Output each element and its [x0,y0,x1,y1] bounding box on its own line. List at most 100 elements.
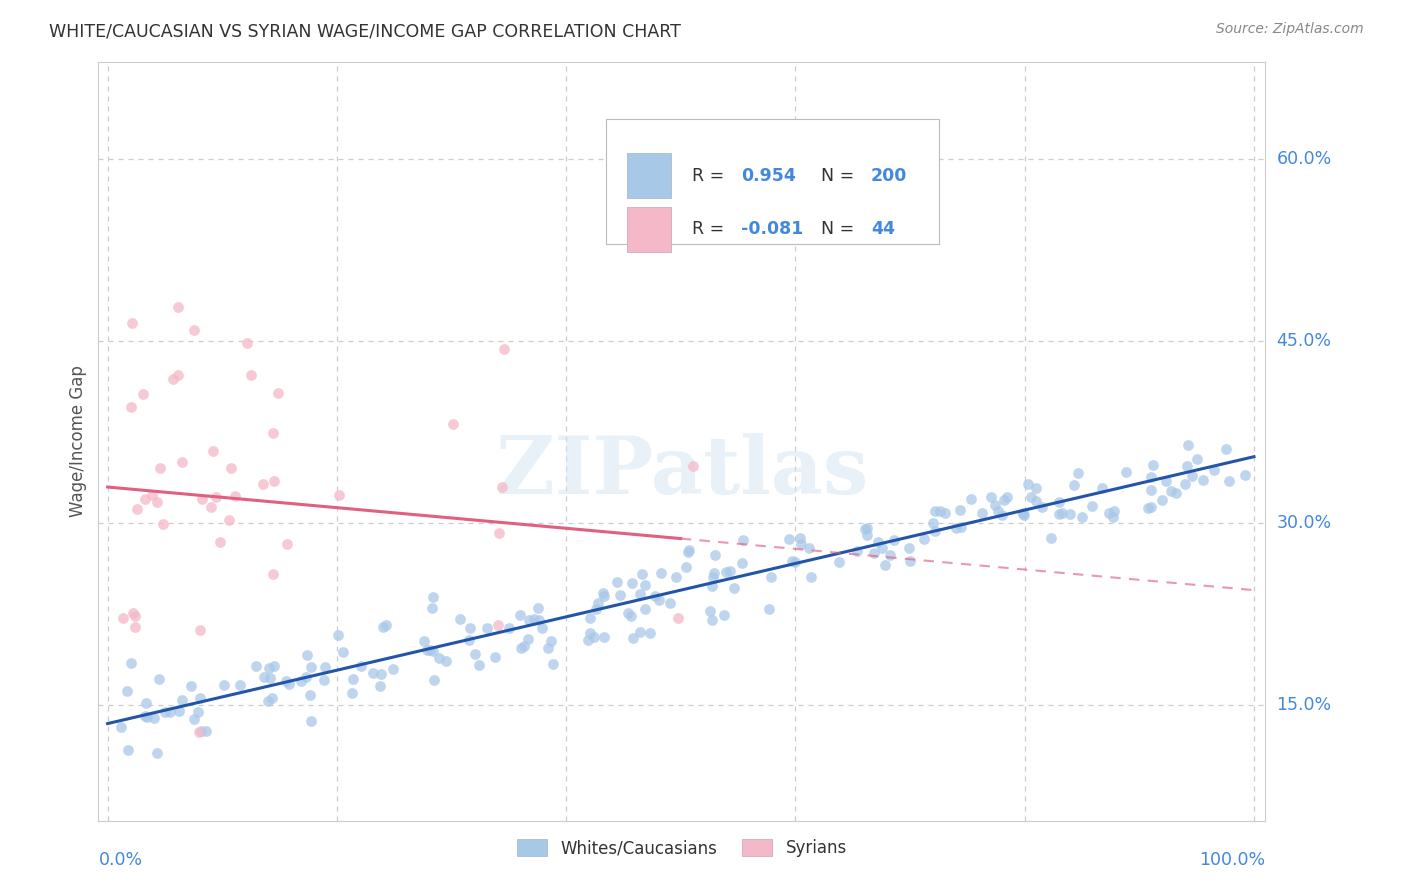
Point [124,620,146,634]
Text: N =: N = [821,167,859,185]
Point [262,426,284,441]
Point [959,491,981,506]
Point [314,659,336,673]
Text: 0.0%: 0.0% [98,851,142,869]
Point [592,630,614,644]
Point [201,444,224,458]
Point [299,688,322,702]
Point [702,570,724,584]
Point [253,670,276,684]
Point [621,576,644,591]
Point [579,626,602,640]
Point [267,385,290,400]
Point [1098,506,1121,520]
Point [700,613,723,627]
Text: R =: R = [692,167,730,185]
Point [212,678,235,692]
Point [993,493,1015,508]
Point [200,500,222,515]
Point [659,596,682,610]
Point [778,532,800,546]
Point [633,577,655,591]
Point [187,705,209,719]
Point [132,387,155,401]
Point [159,706,181,720]
Point [419,643,441,657]
Point [1059,507,1081,521]
Point [868,535,890,549]
Point [718,564,741,578]
Text: Source: ZipAtlas.com: Source: ZipAtlas.com [1216,22,1364,37]
Point [593,589,616,603]
Point [582,630,605,644]
Point [703,548,725,562]
Point [1047,507,1070,521]
Point [1192,473,1215,487]
Point [149,461,172,475]
Point [194,723,217,738]
Point [1047,495,1070,509]
Point [800,570,823,584]
Point [224,489,246,503]
Point [422,673,444,687]
Point [167,301,190,315]
Point [675,560,697,574]
Point [124,608,146,623]
Point [236,336,259,351]
Point [530,621,553,635]
Point [1160,483,1182,498]
Point [219,461,242,475]
Point [141,488,163,502]
Point [620,609,643,624]
Point [180,679,202,693]
Point [541,657,564,672]
Point [350,659,373,673]
Point [797,541,820,555]
Point [1011,506,1033,520]
Point [898,554,921,568]
Point [110,720,132,734]
Point [172,455,194,469]
Point [274,673,297,688]
Point [422,644,444,658]
Point [111,611,134,625]
Point [922,516,945,530]
Point [980,490,1002,504]
Point [342,672,364,686]
Point [987,503,1010,517]
Point [162,372,184,386]
Point [263,658,285,673]
Point [486,617,509,632]
Point [1091,481,1114,495]
Point [1174,477,1197,491]
Point [1218,474,1240,488]
Point [252,476,274,491]
Point [328,488,350,502]
Point [170,693,193,707]
Point [134,492,156,507]
Point [169,704,191,718]
Point [702,579,724,593]
Point [1139,483,1161,497]
Point [703,566,725,581]
Point [340,686,363,700]
Point [382,662,405,676]
Point [484,649,506,664]
Point [924,524,946,539]
Point [912,533,935,547]
Point [441,417,464,432]
Point [1140,500,1163,514]
Point [972,506,994,520]
Point [1031,500,1053,514]
FancyBboxPatch shape [606,120,939,244]
Point [628,625,651,640]
Point [1025,481,1047,495]
Point [924,504,946,518]
Point [585,601,607,615]
Point [363,665,385,680]
Point [146,746,169,760]
Point [723,581,745,595]
Text: 200: 200 [870,167,907,185]
Point [638,626,661,640]
Point [682,459,704,474]
